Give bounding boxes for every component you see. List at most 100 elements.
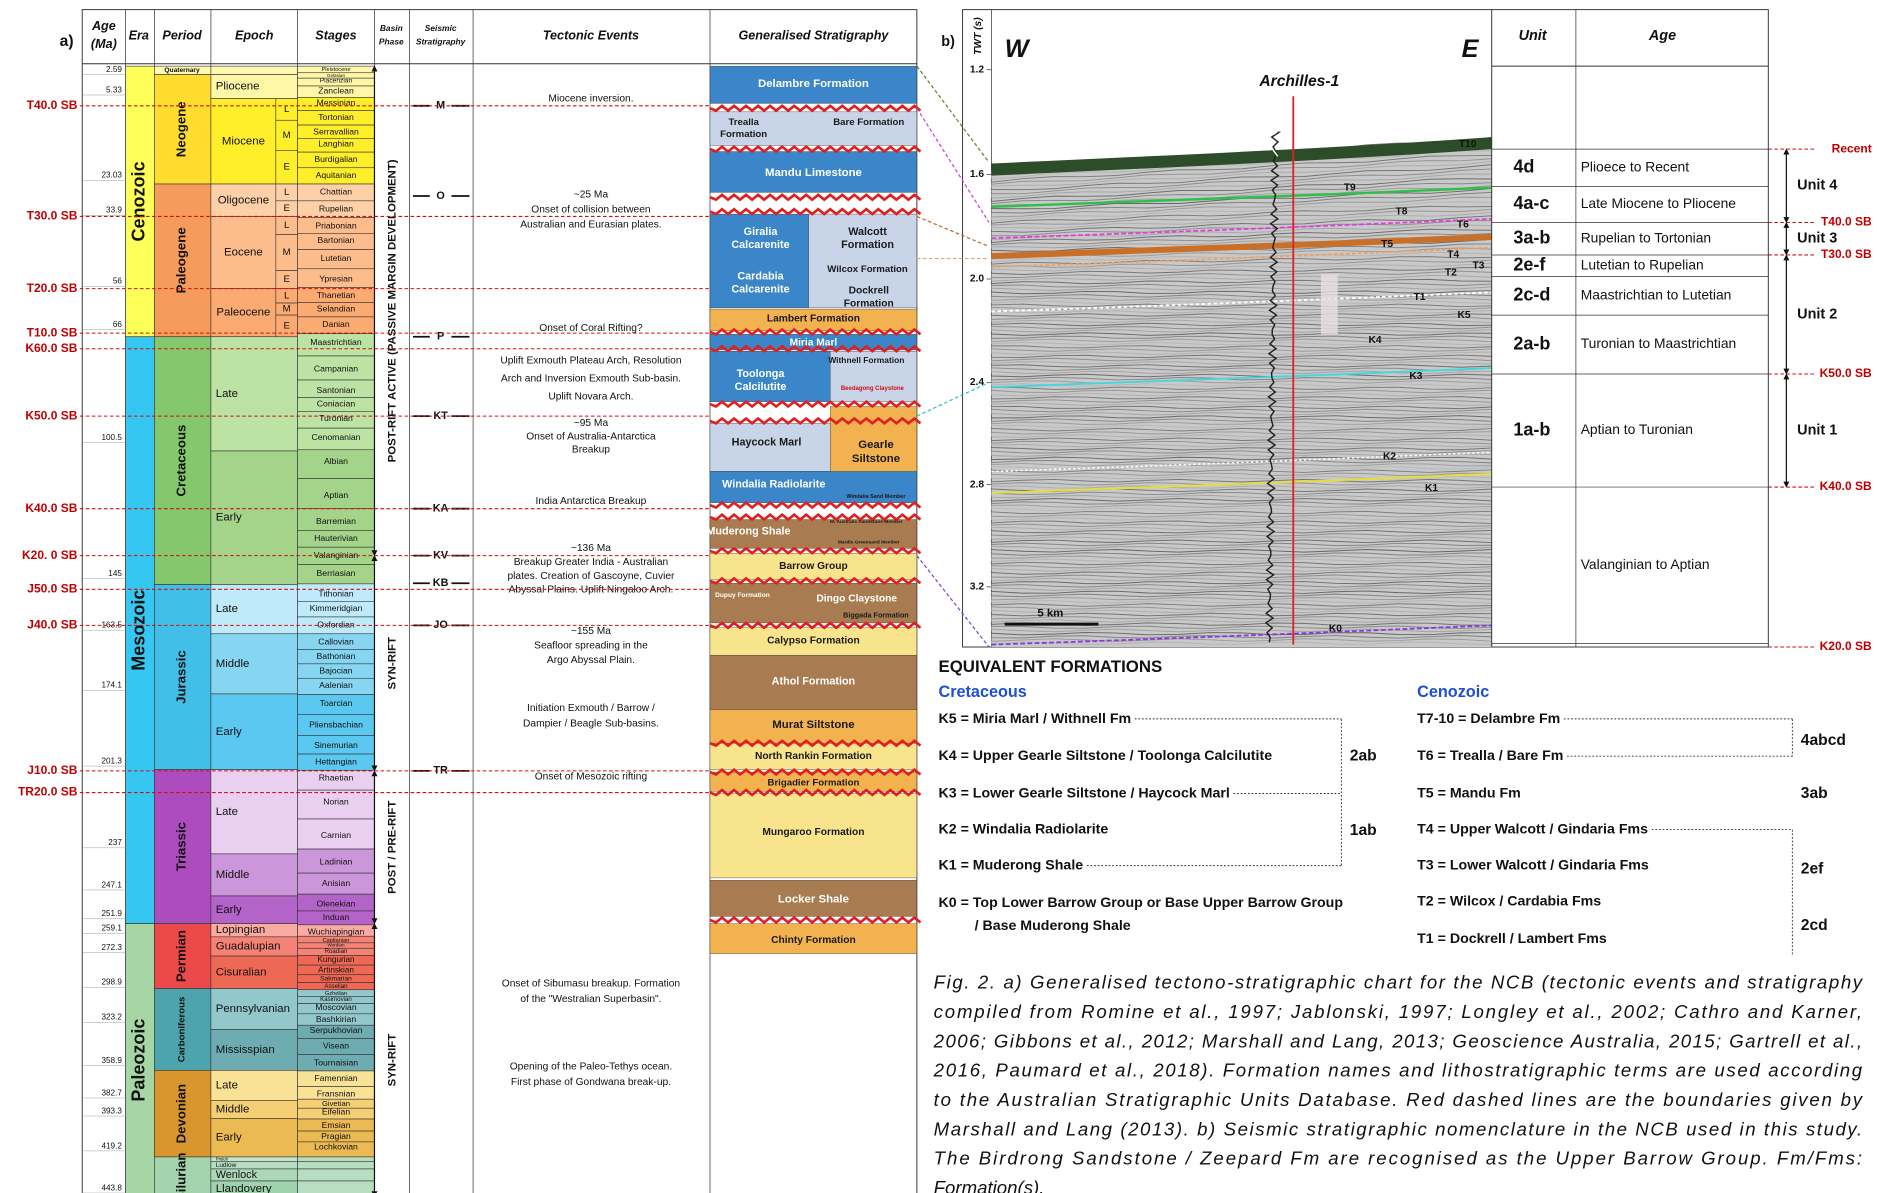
epoch-name: Lopingian bbox=[216, 924, 265, 936]
sb-label: K20. 0 SB bbox=[22, 548, 78, 562]
tectonic-event: Initiation Exmouth / Barrow / bbox=[527, 703, 655, 714]
age-label: 382.7 bbox=[101, 1088, 122, 1097]
stage-name: Albian bbox=[324, 456, 348, 466]
tectonic-event: First phase of Gondwana break-up. bbox=[511, 1077, 671, 1088]
orientation-label: W bbox=[1005, 35, 1031, 63]
formation-name: Haycock Marl bbox=[732, 436, 802, 448]
epoch-name: Middle bbox=[216, 658, 250, 670]
unit-code: 2c-d bbox=[1513, 285, 1550, 305]
stage-name: Serravallian bbox=[313, 127, 359, 137]
epoch-name: Middle bbox=[216, 869, 250, 881]
epoch-name: Miocene bbox=[222, 135, 265, 147]
horizon-label: K3 bbox=[1409, 371, 1422, 382]
unit-age: Maastrichtian to Lutetian bbox=[1581, 287, 1732, 303]
section-heading: Cretaceous bbox=[939, 683, 1027, 701]
caption-line: to the Australian Stratigraphic Units Da… bbox=[934, 1089, 1864, 1110]
formation-name: Calcarenite bbox=[731, 284, 789, 296]
boundary-label: K50.0 SB bbox=[1820, 366, 1872, 380]
tectonic-event: Onset of Mesozoic rifting bbox=[535, 772, 648, 783]
horizon-label: T4 bbox=[1447, 250, 1459, 261]
column-header: Stratigraphy bbox=[416, 36, 467, 46]
orientation-label: E bbox=[1462, 35, 1480, 63]
horizon-label: T3 bbox=[1473, 260, 1485, 271]
stage-name: Danian bbox=[322, 319, 350, 329]
subepoch-name: M bbox=[283, 247, 291, 258]
tick-label: 2.0 bbox=[970, 274, 985, 285]
tectonic-event: plates. Creation of Gascoyne, Cuvier bbox=[507, 571, 675, 582]
sb-label: J40.0 SB bbox=[27, 618, 77, 632]
stage-name: Aptian bbox=[324, 490, 349, 500]
period-name: Devonian bbox=[174, 1084, 189, 1144]
period-name: Neogene bbox=[174, 101, 189, 157]
formation-name: Beedagong Claystone bbox=[841, 386, 905, 392]
tectonic-event: Uplift Exmouth Plateau Arch, Resolution bbox=[500, 355, 682, 366]
basin-phase: SYN-RIFT bbox=[387, 1034, 399, 1087]
formation-name: Athol Formation bbox=[772, 676, 856, 688]
stage-name: Berriasian bbox=[317, 568, 356, 578]
well-name: Archilles-1 bbox=[1258, 73, 1339, 90]
epoch-name: Pliocene bbox=[216, 81, 260, 93]
stage-name: Fransnian bbox=[317, 1089, 356, 1099]
formation-item: / Base Muderong Shale bbox=[975, 918, 1131, 934]
stage-name: Sakmarian bbox=[320, 976, 352, 983]
unit-age: Plioece to Recent bbox=[1581, 158, 1690, 174]
seismic-horizon: P bbox=[437, 331, 444, 343]
boundary-label: T40.0 SB bbox=[1821, 215, 1872, 229]
group-label: 2cd bbox=[1801, 917, 1828, 934]
horizon-label: T8 bbox=[1396, 206, 1408, 217]
age-label: 100.5 bbox=[101, 433, 122, 442]
sb-label: J50.0 SB bbox=[27, 581, 77, 595]
stage-name: Zanclean bbox=[318, 86, 354, 96]
stage-name: Tithonian bbox=[318, 588, 353, 598]
unit-age: Rupelian to Tortonian bbox=[1581, 229, 1711, 245]
column-header: Phase bbox=[379, 36, 404, 46]
sb-label: T10.0 SB bbox=[27, 325, 78, 339]
epoch-name: Late bbox=[216, 603, 238, 615]
formation-name: Locker Shale bbox=[778, 894, 849, 906]
tectonic-event: Arch and Inversion Exmouth Sub-basin. bbox=[501, 374, 681, 385]
tectonic-event: Onset of Sibumasu breakup. Formation bbox=[502, 978, 681, 989]
group-label: 1ab bbox=[1350, 822, 1377, 839]
horizon-label: K2 bbox=[1383, 452, 1396, 463]
sb-label: J10.0 SB bbox=[27, 763, 77, 777]
unit-code: 4a-c bbox=[1513, 193, 1549, 213]
stage-name: Sinemurian bbox=[314, 740, 358, 750]
axis-title: TWT (s) bbox=[973, 17, 984, 55]
formation-name: Dingo Claystone bbox=[816, 594, 897, 605]
period-name: Silurian bbox=[174, 1153, 189, 1193]
formation-item: K0 = Top Lower Barrow Group or Base Uppe… bbox=[939, 895, 1344, 911]
formation-name: Barrow Group bbox=[779, 561, 848, 572]
sb-label: T20.0 SB bbox=[27, 281, 78, 295]
column-header: Period bbox=[162, 28, 202, 42]
era-name: Paleozoic bbox=[129, 1019, 149, 1102]
formation-item: K1 = Muderong Shale bbox=[939, 858, 1084, 874]
formation-name: Mardie Greensand Member bbox=[838, 540, 900, 546]
stage-cell bbox=[298, 1157, 375, 1162]
epoch-cell bbox=[211, 66, 298, 74]
stage-name: Ladinian bbox=[320, 857, 353, 867]
epoch-name: Pridoli bbox=[216, 1156, 228, 1161]
period-name: Permian bbox=[174, 930, 189, 982]
horizon-label: K5 bbox=[1458, 310, 1471, 321]
stage-name: Norian bbox=[323, 796, 349, 806]
basin-phase: POST-RIFT ACTIVE (PASSIVE MARGIN DEVELOP… bbox=[387, 159, 399, 462]
unit-age: Late Miocene to Pliocene bbox=[1581, 195, 1737, 211]
stage-name: Thanetian bbox=[317, 290, 356, 300]
formation-item: K5 = Miria Marl / Withnell Fm bbox=[939, 711, 1132, 727]
period-name: Carboniferous bbox=[177, 997, 188, 1063]
formation-name: Calcarenite bbox=[731, 239, 789, 251]
tectonic-event: Miocene inversion. bbox=[548, 93, 633, 104]
epoch-name: Early bbox=[216, 512, 242, 524]
stage-name: Turonian bbox=[319, 413, 353, 423]
stage-name: Bartonian bbox=[317, 235, 354, 245]
formation-name: M. Australis Sandstone Member bbox=[830, 519, 903, 525]
boundary-label: K40.0 SB bbox=[1820, 479, 1872, 493]
tectonic-event: ~136 Ma bbox=[571, 543, 611, 554]
unit-code: 2a-b bbox=[1513, 333, 1550, 353]
figure: a)Age(Ma)EraPeriodEpochStagesBasinPhaseS… bbox=[0, 0, 1877, 1193]
age-label: 33.9 bbox=[106, 206, 122, 215]
caption-line: Formation(s). bbox=[934, 1177, 1045, 1193]
stage-name: Wuchiapingian bbox=[308, 926, 365, 936]
era-name: Cenozoic bbox=[129, 161, 149, 241]
stage-name: Oxfordian bbox=[317, 620, 355, 630]
